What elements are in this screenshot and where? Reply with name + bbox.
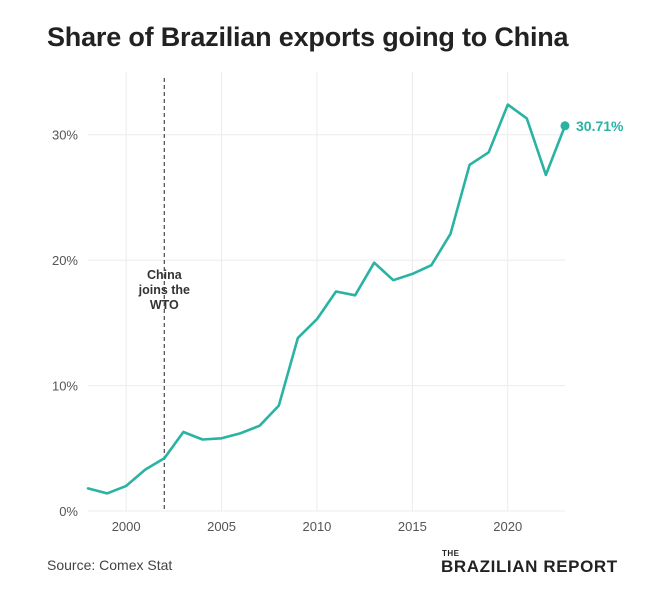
logo-the-text: THE xyxy=(442,549,460,558)
y-tick-label: 20% xyxy=(52,253,78,268)
x-tick-label: 2005 xyxy=(207,519,236,534)
x-tick-label: 2000 xyxy=(112,519,141,534)
x-tick-label: 2015 xyxy=(398,519,427,534)
chart-title: Share of Brazilian exports going to Chin… xyxy=(47,22,569,52)
annotation-line-text: WTO xyxy=(150,298,179,312)
end-point xyxy=(560,121,570,131)
annotation-text: China joins the WTO xyxy=(138,268,190,312)
brand-logo: THE BRAZILIAN REPORT xyxy=(441,549,631,579)
source-note: Source: Comex Stat xyxy=(47,557,173,573)
series-line xyxy=(86,103,567,495)
end-value-label: 30.71% xyxy=(576,118,624,134)
logo-main-text: BRAZILIAN REPORT xyxy=(441,557,618,576)
annotation-line-text: China xyxy=(147,268,183,282)
annotation-line-text: joins the xyxy=(138,283,190,297)
x-tick-label: 2020 xyxy=(493,519,522,534)
y-tick-label: 30% xyxy=(52,128,78,143)
x-tick-label: 2010 xyxy=(302,519,331,534)
y-tick-label: 10% xyxy=(52,379,78,394)
y-tick-label: 0% xyxy=(59,504,78,519)
line-chart: 0% 10% 20% 30% 2000 2005 2010 2015 2020 China join… xyxy=(52,72,624,534)
